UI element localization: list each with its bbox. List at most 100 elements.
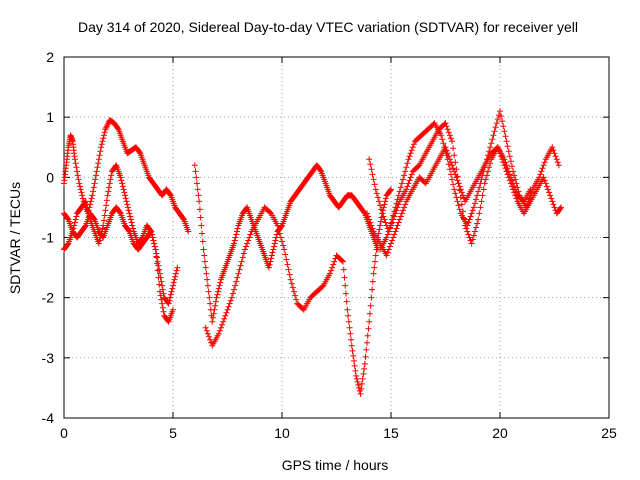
data-point — [477, 204, 484, 211]
data-point — [169, 285, 176, 292]
data-point — [373, 190, 380, 197]
y-axis-label: SDTVAR / TECUs — [7, 182, 23, 294]
data-point — [279, 238, 285, 245]
data-point — [76, 183, 83, 190]
data-point — [372, 252, 379, 259]
data-point — [364, 339, 371, 346]
data-point — [474, 192, 481, 199]
data-point — [444, 150, 451, 157]
data-point — [73, 213, 80, 220]
data-point — [317, 167, 324, 174]
data-point — [440, 140, 447, 147]
data-point — [204, 330, 211, 337]
data-point — [446, 166, 453, 173]
data-point — [273, 231, 280, 238]
data-point — [367, 161, 374, 168]
data-point — [439, 136, 446, 143]
data-point — [469, 207, 476, 214]
data-point — [85, 210, 92, 217]
data-point — [403, 164, 410, 171]
data-point — [442, 144, 449, 151]
data-point — [340, 266, 347, 273]
data-point — [194, 186, 201, 193]
data-point — [196, 198, 203, 205]
data-point — [465, 219, 472, 226]
series-track-d — [191, 162, 381, 325]
data-point — [71, 156, 78, 163]
data-point — [386, 225, 393, 232]
data-point — [91, 180, 98, 187]
data-point — [489, 136, 496, 143]
data-point — [154, 254, 161, 261]
data-point — [271, 243, 278, 250]
data-point — [409, 144, 416, 151]
data-point — [386, 243, 393, 250]
y-tick-label: -1 — [42, 230, 55, 246]
data-point — [513, 189, 520, 196]
data-point — [247, 231, 254, 238]
data-point — [368, 222, 375, 229]
data-point — [552, 153, 559, 160]
data-point — [130, 225, 137, 232]
data-point — [538, 168, 545, 175]
data-point — [542, 180, 549, 187]
data-point — [268, 252, 275, 259]
data-point — [95, 240, 102, 247]
data-point — [112, 163, 119, 170]
data-point — [557, 205, 564, 212]
data-point — [468, 210, 475, 217]
data-point — [73, 164, 80, 171]
data-point — [170, 306, 176, 313]
data-point — [362, 353, 369, 360]
data-point — [170, 282, 176, 289]
y-tick-label: -3 — [42, 350, 55, 366]
data-point — [94, 164, 101, 171]
data-point — [469, 236, 476, 243]
data-point — [69, 228, 76, 235]
data-point — [98, 144, 105, 151]
data-point — [543, 183, 550, 190]
data-point — [83, 201, 90, 208]
data-point — [149, 234, 156, 241]
data-point — [376, 198, 383, 205]
data-point — [212, 298, 219, 305]
data-point — [154, 267, 161, 274]
data-point — [377, 202, 384, 209]
data-point — [549, 198, 556, 205]
data-point — [84, 207, 91, 214]
data-point — [172, 270, 179, 277]
data-point — [473, 196, 480, 203]
data-point — [284, 261, 291, 268]
data-point — [540, 174, 547, 181]
data-point — [468, 240, 475, 247]
data-point — [365, 213, 372, 220]
series-track-c — [61, 162, 176, 325]
data-point — [127, 213, 134, 220]
data-point — [100, 135, 107, 142]
data-point — [384, 231, 391, 238]
x-tick-label: 10 — [274, 425, 290, 441]
data-point — [100, 132, 107, 139]
data-point — [348, 336, 355, 343]
data-point — [100, 222, 107, 229]
data-point — [471, 200, 478, 207]
data-point — [406, 153, 413, 160]
data-point — [365, 325, 372, 332]
data-point — [357, 390, 364, 397]
data-point — [202, 264, 209, 271]
data-point — [74, 168, 81, 175]
data-point — [389, 237, 396, 244]
data-point — [355, 381, 362, 388]
data-point — [364, 332, 371, 339]
data-point — [119, 183, 126, 190]
data-point — [501, 128, 508, 135]
data-point — [150, 237, 157, 244]
data-point — [396, 188, 403, 195]
data-point — [454, 198, 461, 205]
data-point — [95, 160, 102, 167]
data-point — [395, 201, 402, 208]
data-point — [123, 198, 130, 205]
data-point — [92, 176, 99, 183]
data-point — [157, 292, 164, 299]
data-point — [376, 226, 383, 233]
